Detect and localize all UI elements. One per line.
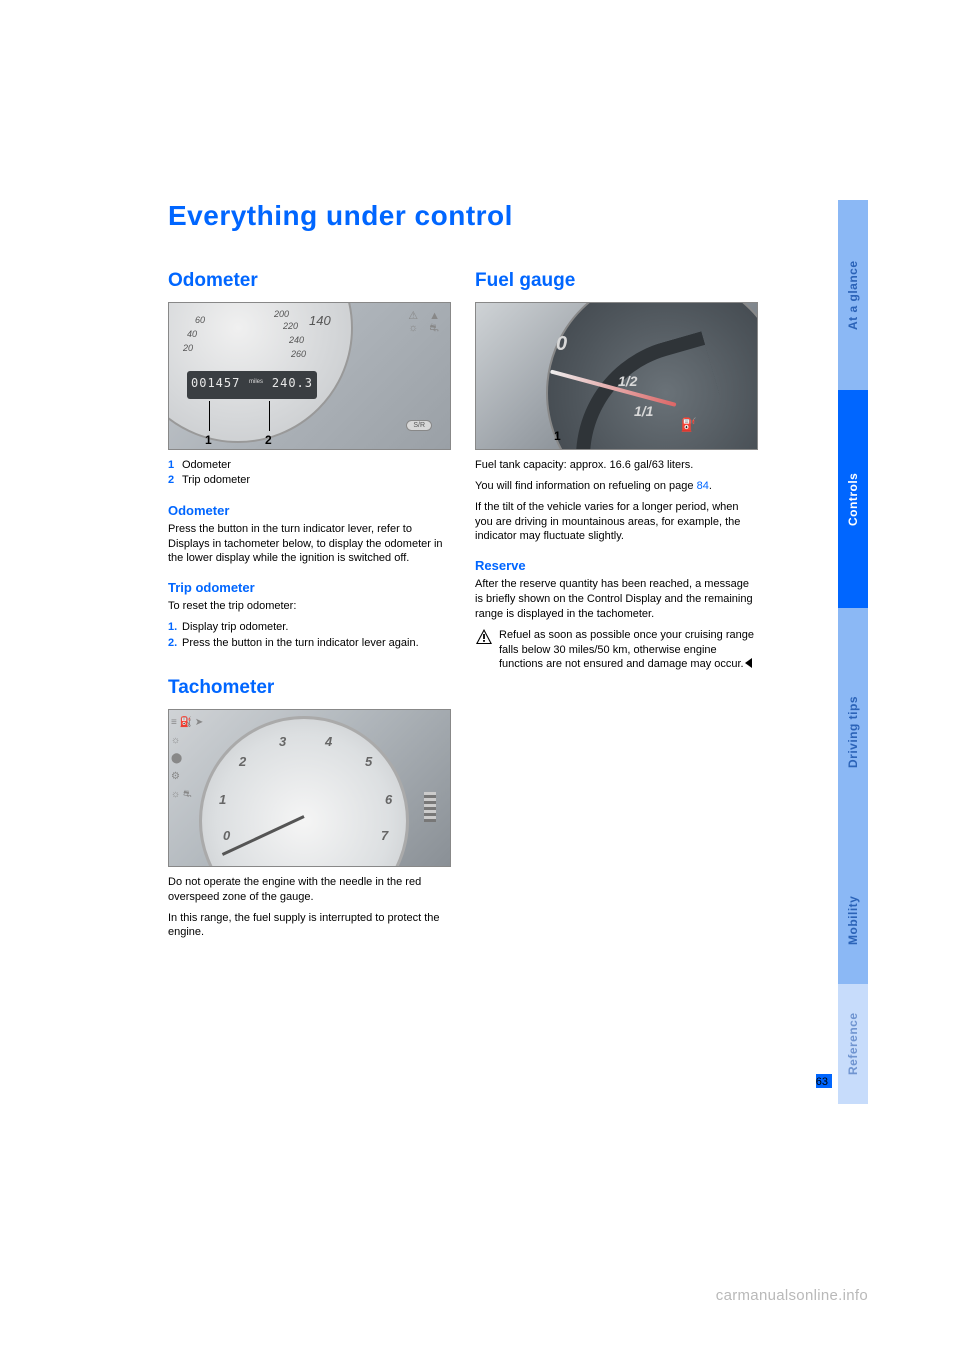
odo-callout-2: 2 [265,433,272,447]
tach-1: 1 [219,792,226,807]
tach-redzone-icon [424,792,436,822]
tach-4: 4 [325,734,332,749]
tach-2: 2 [239,754,246,769]
trip-step-2: Press the button in the turn indicator l… [182,637,419,649]
trip-step-1-num: 1. [168,620,182,635]
speed-200: 200 [274,309,289,319]
trip-odometer-intro: To reset the trip odometer: [168,599,451,614]
tab-at-a-glance[interactable]: At a glance [838,200,868,390]
legend-1-num: 1 [168,458,182,473]
fuel-label-0: 0 [556,333,567,356]
legend-2-num: 2 [168,473,182,488]
tab-driving-tips[interactable]: Driving tips [838,608,868,856]
left-column: Odometer 20 40 60 200 220 240 260 140 ⚠ … [168,270,451,946]
speed-220: 220 [283,321,298,331]
reserve-heading: Reserve [475,558,758,573]
fuel-body-2: If the tilt of the vehicle varies for a … [475,500,758,545]
odometer-figure: 20 40 60 200 220 240 260 140 ⚠ ▲☼ ⛐ 0014… [168,302,451,450]
legend-1-text: Odometer [182,459,231,471]
reserve-body: After the reserve quantity has been reac… [475,577,758,622]
section-tabs: At a glance Controls Driving tips Mobili… [838,200,868,1105]
trip-steps: 1.Display trip odometer. 2.Press the but… [168,620,451,651]
dash-icons: ⚠ ▲☼ ⛐ [408,309,444,336]
page-number: 63 [808,1076,828,1088]
fuel-body-1b: You will find information on refueling o… [475,479,758,494]
odo-callout-1: 1 [205,433,212,447]
fuel-label-half: 1/2 [618,373,637,389]
odo-total: 001457 [191,376,240,390]
fuel-body-1a: Fuel tank capacity: approx. 16.6 gal/63 … [475,458,758,473]
speed-140: 140 [309,313,331,328]
fuel-body-1c: . [709,480,712,492]
right-column: Fuel gauge 0 1/2 1/1 1 ⛽ Fuel tank capac… [475,270,758,946]
tab-mobility[interactable]: Mobility [838,856,868,984]
warning-block: Refuel as soon as possible once your cru… [475,628,758,673]
tab-reference[interactable]: Reference [838,984,868,1104]
warning-icon [475,628,493,646]
trip-step-1: Display trip odometer. [182,621,288,633]
odometer-body: Press the button in the turn indicator l… [168,522,451,567]
tachometer-figure: ≡ ⛽ ➤☼⬤⚙☼ ⛐ 0 1 2 3 4 5 6 7 [168,709,451,867]
odo-legend: 1Odometer 2Trip odometer [168,458,451,489]
tach-3: 3 [279,734,286,749]
legend-2-text: Trip odometer [182,474,250,486]
fuel-body-1b-text: You will find information on refueling o… [475,480,697,492]
fuel-label-full: 1/1 [634,403,653,419]
end-marker-icon [745,658,752,668]
fuel-figure: 0 1/2 1/1 1 ⛽ [475,302,758,450]
tachometer-heading: Tachometer [168,677,451,699]
tach-side-icons: ≡ ⛽ ➤☼⬤⚙☼ ⛐ [171,714,203,804]
tach-body-2: In this range, the fuel supply is interr… [168,911,451,941]
speed-260: 260 [291,349,306,359]
speed-40: 40 [187,329,197,339]
speed-240: 240 [289,335,304,345]
tach-body-1: Do not operate the engine with the needl… [168,875,451,905]
fuel-callout-1: 1 [554,429,561,443]
speed-20: 20 [183,343,193,353]
page-title: Everything under control [168,200,758,232]
odometer-subheading: Odometer [168,503,451,518]
trip-step-2-num: 2. [168,636,182,651]
odometer-lcd: 001457 miles 240.3 [187,371,317,399]
odo-miles-label: miles [249,379,263,385]
tach-0: 0 [223,828,230,843]
speed-60: 60 [195,315,205,325]
page-ref-link[interactable]: 84 [697,480,709,492]
tach-6: 6 [385,792,392,807]
fuel-heading: Fuel gauge [475,270,758,292]
sr-button-graphic: S/R [406,420,432,431]
tach-5: 5 [365,754,372,769]
tach-7: 7 [381,828,388,843]
fuel-pump-icon: ⛽ [681,417,697,433]
footer-text: carmanualsonline.info [716,1287,868,1304]
trip-odometer-heading: Trip odometer [168,580,451,595]
odo-trip: 240.3 [272,376,313,390]
tab-controls[interactable]: Controls [838,390,868,608]
warning-text: Refuel as soon as possible once your cru… [499,628,758,673]
odometer-heading: Odometer [168,270,451,292]
